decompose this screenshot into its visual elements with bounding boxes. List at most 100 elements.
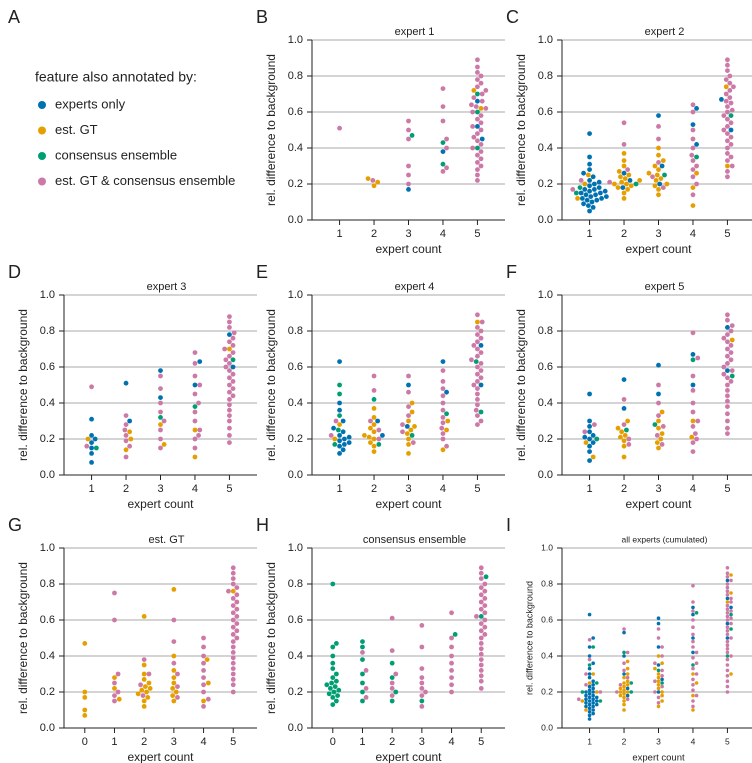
data-point [591,683,595,687]
data-point [690,400,696,406]
data-point [406,436,411,442]
data-point [729,636,733,640]
data-point [659,409,665,415]
x-tick-label: 0 [330,736,336,748]
data-point [140,693,146,698]
legend-swatch [38,101,46,109]
data-point [419,666,425,671]
data-point [482,632,488,637]
data-point [170,686,176,691]
data-point [330,644,336,650]
data-point [230,350,236,355]
data-point [469,102,474,108]
data-point [227,418,232,424]
data-point [587,131,592,137]
data-point [475,346,480,352]
data-point [587,713,592,718]
data-point [478,127,484,133]
data-point [591,711,595,716]
data-point [346,440,352,445]
data-point [479,91,485,97]
data-point [725,174,730,180]
data-point [658,436,664,442]
data-point [171,587,177,592]
data-point [590,433,596,438]
data-point [721,335,727,341]
data-point [371,449,377,454]
data-point [725,643,730,647]
data-point [406,404,411,409]
data-point [144,689,149,695]
data-point [419,704,425,709]
data-point [587,692,592,696]
data-point [333,678,339,684]
data-point [440,407,446,413]
x-tick-label: 5 [725,736,730,746]
data-point [622,627,626,631]
data-point [691,618,695,622]
data-point [725,654,730,658]
data-point [653,666,657,671]
data-point [591,679,595,683]
y-tick-label: 0.0 [538,214,553,226]
data-point [629,681,634,685]
data-point [393,689,399,695]
data-point [591,697,595,701]
data-point [482,610,488,616]
data-point [654,172,660,178]
data-point [587,449,592,454]
data-point [728,154,734,160]
x-axis-label: expert count [375,497,442,511]
data-point [723,84,729,90]
data-point [587,424,592,429]
data-point [475,402,480,408]
data-point [691,704,695,709]
data-point [371,429,377,435]
data-point [92,436,98,442]
data-point [587,699,592,703]
data-point [192,361,198,366]
data-point [366,434,372,440]
data-point [482,588,488,594]
data-point [234,614,240,619]
data-point [656,679,661,683]
data-point [389,675,395,680]
data-point [591,686,595,691]
data-point [729,621,733,626]
data-point [591,661,595,665]
x-axis-label: expert count [625,242,692,256]
data-point [141,614,147,619]
data-point [171,639,177,644]
data-point [584,704,588,709]
y-tick-label: 0.0 [40,722,55,734]
data-point [93,445,99,451]
data-point [337,422,342,427]
chart-title: expert 2 [645,26,685,38]
data-point [621,120,627,126]
data-point [690,192,696,198]
y-tick-label: 0.4 [538,397,553,409]
y-tick-label: 0.4 [40,397,55,409]
data-point [625,167,631,173]
data-point [406,389,411,395]
data-point [660,661,664,665]
data-point [590,205,596,210]
data-point [587,706,592,710]
data-point [621,397,627,402]
data-point [445,418,451,424]
data-point [141,662,147,668]
data-point [656,145,661,151]
data-point [376,427,382,433]
data-point [621,196,627,201]
data-point [230,371,236,377]
data-point [725,68,730,73]
data-point [409,409,415,415]
data-point [590,454,596,460]
y-tick-label: 1.0 [40,289,55,301]
data-point [691,584,695,588]
data-point [727,73,733,79]
x-axis-label: expert count [632,753,685,763]
data-point [725,131,730,137]
data-point [473,407,479,413]
data-point [227,433,232,438]
